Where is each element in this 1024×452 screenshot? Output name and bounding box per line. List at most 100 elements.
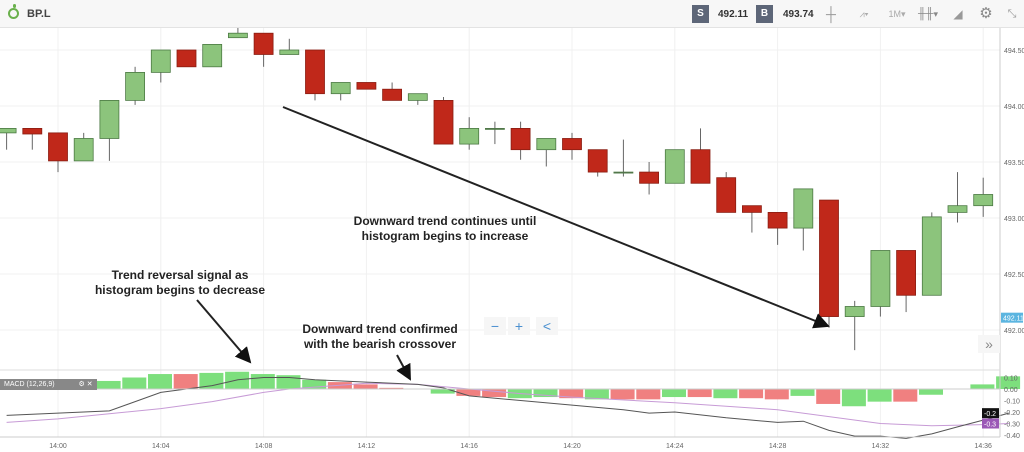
candlestick-icon[interactable]: ╫╫▾ (917, 8, 939, 20)
crossover-arrow (396, 354, 411, 381)
histogram-bar (919, 389, 943, 395)
candle (613, 171, 634, 174)
chart-type-icon[interactable]: ⩘▾ (859, 9, 869, 19)
macd-label[interactable]: MACD (12,26,9) ⚙ ✕ (0, 379, 97, 390)
macd-tick-label: -0.10 (1004, 399, 1020, 406)
buy-price[interactable]: 493.74 (783, 9, 814, 20)
histogram-bar (584, 389, 609, 400)
histogram-bar (610, 389, 635, 400)
candles (0, 28, 994, 351)
macd-tick-label: -0.30 (1004, 422, 1020, 429)
time-tick-label: 14:28 (769, 443, 787, 450)
candle (562, 138, 582, 151)
candle (819, 199, 839, 317)
price-tick-label: 493.00 (1004, 216, 1024, 223)
candle (793, 188, 814, 229)
drawing-icon[interactable]: ◢ (953, 7, 963, 21)
candle (0, 128, 17, 134)
histogram-bar (148, 374, 172, 389)
macd-tick-label: -0.20 (1004, 410, 1020, 417)
annotation-reversal: Trend reversal signal as histogram begins… (94, 268, 266, 297)
histogram-bar (482, 389, 507, 398)
histogram-bar (867, 389, 892, 402)
histogram-bar (199, 372, 224, 389)
histogram-bar (996, 376, 1021, 389)
histogram-bar (96, 380, 121, 389)
signal-line (6, 382, 1009, 427)
price-tick-label: 494.50 (1004, 48, 1024, 55)
candle (279, 49, 300, 55)
candle (587, 149, 608, 173)
histogram-bar (739, 389, 764, 399)
time-tick-label: 14:08 (255, 443, 273, 450)
candle (870, 250, 891, 307)
chevron-down-icon: ▾ (864, 9, 869, 19)
candle (536, 138, 557, 151)
bp-logo-icon (8, 4, 19, 19)
histogram-bar (970, 384, 995, 389)
histogram-bar (276, 375, 301, 389)
current-price-tag (1001, 312, 1023, 323)
signal-value-label: -0.3 (984, 422, 996, 429)
candle (639, 171, 659, 184)
candle (176, 49, 197, 68)
price-chart[interactable]: 14:00 14:04 14:08 14:12 14:16 14:20 14:24 14:28… (0, 28, 1024, 452)
reversal-arrow (196, 299, 252, 364)
time-tick-label: 14:00 (49, 443, 67, 450)
candle (844, 306, 865, 317)
histogram-bar (353, 384, 378, 389)
time-tick-label: 14:04 (152, 443, 170, 450)
candle (664, 149, 685, 184)
candle (690, 149, 711, 184)
candle (921, 216, 942, 296)
symbol-name: BP.L (27, 8, 51, 20)
candle (22, 128, 43, 135)
close-icon: ✕ (86, 381, 93, 388)
buy-button[interactable]: B (756, 5, 773, 23)
candle (382, 88, 403, 101)
histogram-bar (893, 389, 918, 402)
candle (896, 250, 916, 296)
time-tick-label: 14:16 (460, 443, 478, 450)
sell-button[interactable]: S (692, 5, 709, 23)
candle (716, 177, 737, 213)
zoom-out-button[interactable]: − (484, 317, 506, 335)
time-tick-label: 14:12 (358, 443, 376, 450)
sell-price[interactable]: 492.11 (718, 9, 749, 20)
candle (459, 128, 480, 145)
candle (742, 205, 762, 213)
candle (202, 43, 223, 68)
current-price-label: 492.11 (1003, 316, 1024, 323)
candle (484, 128, 505, 130)
time-tick-label: 14:36 (974, 443, 992, 450)
timeframe-dropdown[interactable]: 1M▾ (884, 4, 910, 24)
candle (947, 205, 968, 213)
timeframe-label: 1M (888, 9, 901, 19)
histogram-bar (636, 389, 661, 400)
annotation-continues: Downward trend continues until histogram … (353, 214, 537, 243)
crosshair-icon[interactable]: ┼ (826, 6, 836, 22)
zoom-in-button[interactable]: + (508, 317, 530, 335)
share-button[interactable]: < (536, 317, 558, 335)
signal-value-tag (982, 418, 999, 429)
gear-icon: ⚙ (78, 381, 85, 388)
chevron-down-icon: ▾ (933, 9, 939, 19)
time-tick-label: 14:32 (872, 443, 890, 450)
candle (99, 100, 120, 139)
histogram-bar (559, 389, 584, 399)
price-tick-label: 493.50 (1004, 160, 1024, 167)
candle (73, 138, 94, 162)
histogram-bar (122, 377, 147, 389)
candle (305, 49, 325, 95)
gear-icon[interactable]: ⚙ (979, 5, 993, 22)
collapse-icon[interactable]: ⤡ (1007, 8, 1017, 20)
scroll-to-end-button[interactable]: » (978, 335, 1000, 353)
histogram-bar (173, 374, 198, 389)
histogram-bar (250, 374, 275, 389)
histogram-bar (764, 389, 789, 400)
candle (973, 194, 994, 207)
candle (227, 32, 248, 39)
candle (253, 32, 274, 55)
time-tick-label: 14:24 (666, 443, 684, 450)
candle (48, 132, 68, 162)
